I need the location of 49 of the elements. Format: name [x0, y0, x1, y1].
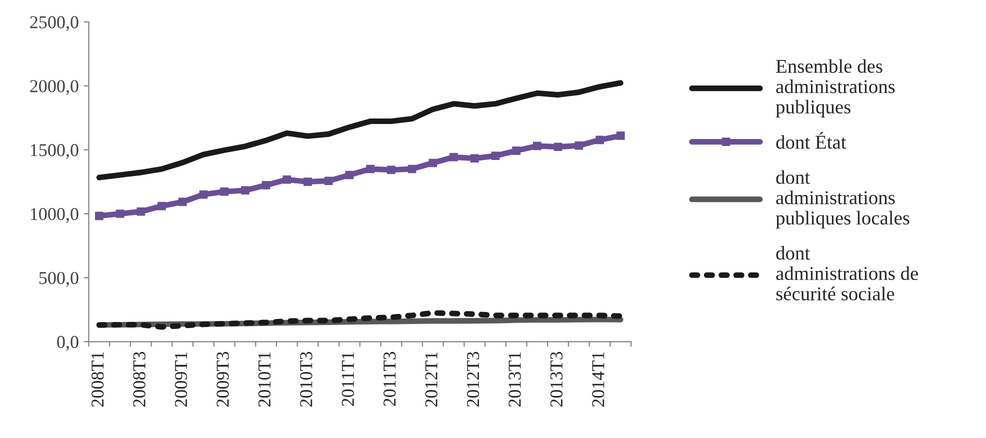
point — [324, 176, 333, 186]
point — [178, 198, 187, 206]
point — [616, 132, 625, 140]
point — [450, 152, 458, 162]
point — [136, 207, 146, 216]
x-tick-label: 2010T1 — [258, 352, 271, 407]
x-tick-label: 2013T3 — [550, 352, 563, 407]
point — [533, 142, 542, 150]
point — [199, 190, 208, 199]
point — [512, 146, 520, 155]
x-tick-label: 2013T1 — [508, 352, 521, 407]
point — [262, 181, 270, 190]
x-tick-label: 2010T3 — [300, 352, 312, 407]
point — [596, 136, 604, 144]
point — [158, 202, 166, 210]
y-tick-label: 2000,0 — [30, 80, 78, 95]
legend-label: dont administrations publiques locales — [776, 170, 910, 229]
x-tick-label: 2008T3 — [133, 352, 146, 407]
y-tick-label: 1500,0 — [30, 144, 78, 159]
legend-label: Ensemble des administrations publiques — [776, 59, 895, 118]
x-tick-label: 2014T1 — [592, 352, 604, 407]
x-tick-label: 2012T3 — [466, 352, 480, 407]
point — [220, 187, 228, 196]
point — [366, 164, 374, 174]
point — [408, 164, 416, 174]
x-tick-label: 2011T1 — [342, 352, 354, 406]
point — [428, 158, 438, 168]
point — [387, 166, 396, 174]
point — [116, 210, 124, 218]
point — [241, 186, 250, 195]
point — [491, 152, 500, 160]
point — [282, 175, 292, 184]
legend-label: dont État — [776, 132, 846, 149]
x-tick-label: 2012T1 — [425, 352, 438, 407]
y-tick-label: 500,0 — [39, 272, 78, 287]
point — [345, 170, 354, 180]
x-tick-label: 2008T1 — [92, 352, 104, 407]
y-tick-label: 1000,0 — [30, 208, 78, 223]
legend-label: dont administrations de sécurité sociale — [776, 246, 918, 300]
point — [574, 141, 584, 150]
y-tick-label: 2500,0 — [30, 16, 78, 31]
point — [304, 178, 312, 186]
x-tick-label: 2011T3 — [384, 352, 396, 406]
y-tick-label: 0,0 — [57, 336, 78, 351]
point — [554, 142, 562, 152]
point — [470, 154, 479, 163]
x-tick-label: 2009T1 — [174, 352, 188, 407]
x-tick-label: 2009T3 — [216, 352, 229, 407]
point — [95, 212, 104, 220]
